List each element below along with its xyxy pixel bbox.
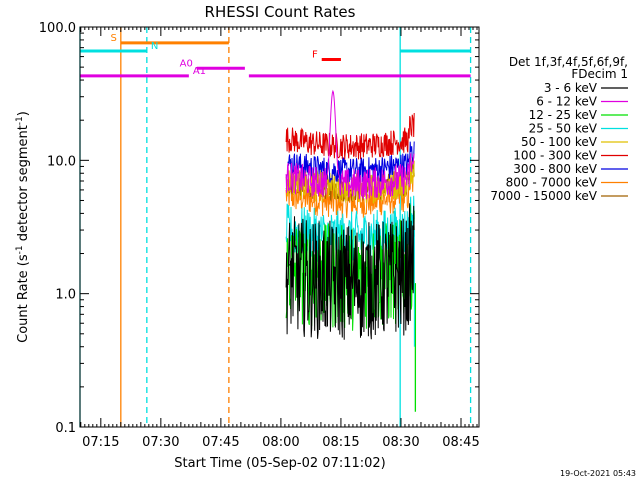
- x-axis-label: Start Time (05-Sep-02 07:11:02): [174, 456, 385, 471]
- legend: Det 1f,3f,4f,5f,6f,9f, FDecim 1 3 - 6 ke…: [490, 55, 628, 203]
- x-tick-label-4: 08:15: [322, 435, 359, 450]
- legend-label-1: 6 - 12 keV: [536, 95, 598, 109]
- y-axis-label: Count Rate (s-1 detector segment-1): [15, 111, 31, 343]
- series-line-0: [285, 203, 415, 340]
- legend-label-7: 800 - 7000 keV: [506, 176, 598, 190]
- legend-label-8: 7000 - 15000 keV: [490, 189, 597, 203]
- x-axis-ticks: 07:15 07:30 07:45 08:00 08:15 08:30 08:45: [80, 27, 480, 450]
- legend-label-2: 12 - 25 keV: [529, 108, 598, 122]
- x-tick-label-6: 08:45: [442, 435, 479, 450]
- y-tick-label-1: 1.0: [55, 288, 76, 303]
- x-tick-label-1: 07:30: [142, 435, 179, 450]
- legend-header-line1: Det 1f,3f,4f,5f,6f,9f,: [509, 55, 628, 69]
- y-tick-label-3: 100.0: [39, 21, 76, 36]
- series-line-5: [285, 112, 415, 160]
- y-axis-label-sup2: -1: [15, 116, 25, 125]
- y-axis-label-part3: ): [16, 111, 31, 116]
- legend-label-4: 50 - 100 keV: [521, 135, 598, 149]
- y-axis-ticks: 0.1 1.0 10.0 100.0: [39, 21, 479, 436]
- series-line-6: [285, 141, 415, 186]
- x-tick-label-0: 07:15: [82, 435, 119, 450]
- legend-label-6: 300 - 800 keV: [513, 162, 597, 176]
- legend-label-3: 25 - 50 keV: [529, 122, 598, 136]
- annotation-label-n: N: [151, 41, 158, 52]
- annotation-label-a0: A0: [180, 58, 193, 69]
- series-line-1: [285, 89, 415, 200]
- annotation-label-f: F: [312, 50, 318, 61]
- plot-frame: [79, 26, 480, 428]
- y-axis-label-part2: detector segment: [16, 125, 31, 245]
- legend-header-line2: FDecim 1: [571, 67, 628, 81]
- annotation-label-s: S: [110, 33, 116, 44]
- legend-label-5: 100 - 300 keV: [513, 149, 597, 163]
- x-tick-label-3: 08:00: [262, 435, 299, 450]
- x-tick-label-5: 08:30: [382, 435, 419, 450]
- annotation-label-a1: A1: [193, 66, 206, 77]
- y-axis-label-part1: Count Rate (s: [16, 254, 31, 343]
- series-line-7: [285, 170, 415, 219]
- legend-label-0: 3 - 6 keV: [544, 81, 598, 95]
- y-axis-label-sup1: -1: [15, 245, 25, 254]
- chart-title: RHESSI Count Rates: [205, 3, 356, 21]
- footer-date: 19-Oct-2021 05:43: [560, 469, 636, 478]
- series-lines: [285, 89, 417, 412]
- x-tick-label-2: 07:45: [202, 435, 239, 450]
- y-tick-label-0: 0.1: [55, 421, 76, 436]
- y-tick-label-2: 10.0: [47, 154, 76, 169]
